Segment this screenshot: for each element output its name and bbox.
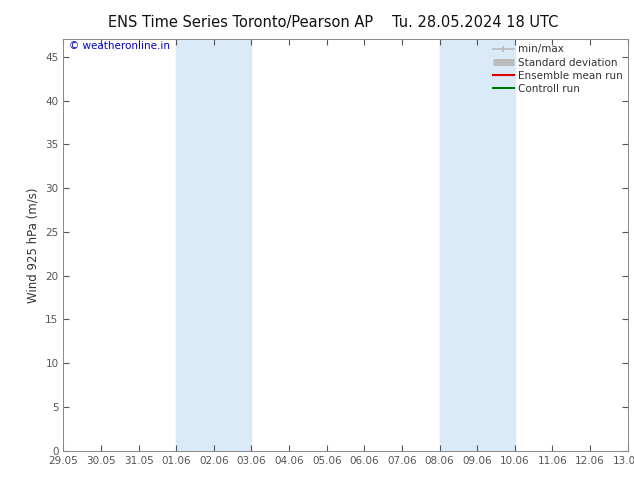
Legend: min/max, Standard deviation, Ensemble mean run, Controll run: min/max, Standard deviation, Ensemble me… — [493, 45, 623, 94]
Text: © weatheronline.in: © weatheronline.in — [69, 41, 170, 51]
Bar — [176, 39, 252, 451]
Text: Tu. 28.05.2024 18 UTC: Tu. 28.05.2024 18 UTC — [392, 15, 559, 30]
Bar — [439, 39, 515, 451]
Text: ENS Time Series Toronto/Pearson AP: ENS Time Series Toronto/Pearson AP — [108, 15, 373, 30]
Y-axis label: Wind 925 hPa (m/s): Wind 925 hPa (m/s) — [27, 187, 40, 303]
